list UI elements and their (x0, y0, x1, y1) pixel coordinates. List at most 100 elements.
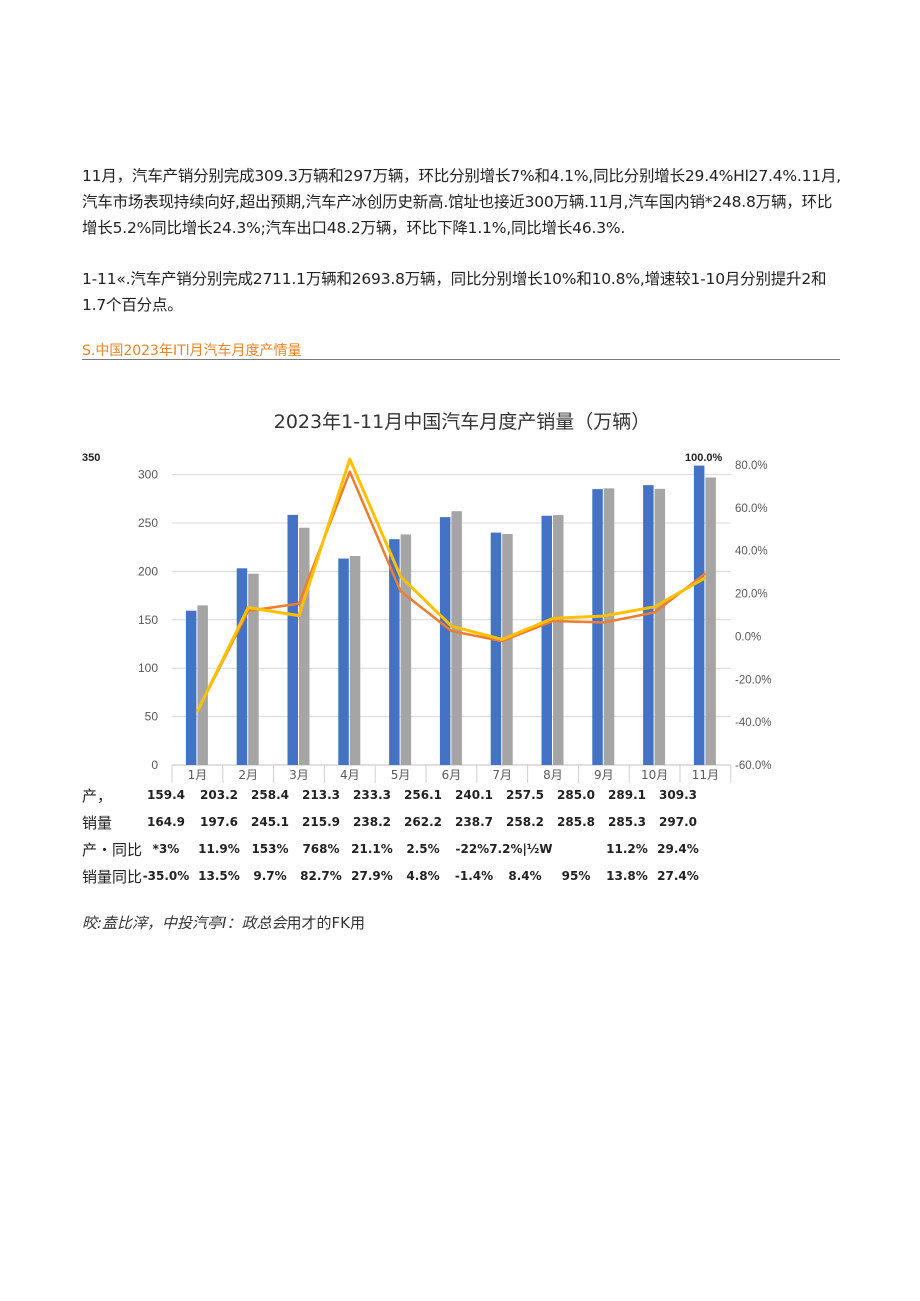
category-label: 6月 (442, 768, 462, 782)
table-cell: *3% (152, 842, 180, 856)
right-tick-label: -40.0% (735, 717, 771, 729)
bar-sales (197, 605, 208, 765)
left-axis-top-label: 350 (82, 452, 100, 464)
left-tick-label: 150 (138, 613, 158, 627)
right-axis-top-label: 100.0% (685, 452, 723, 464)
table-cell: 256.1 (404, 788, 442, 802)
source-italic: 晈:盍比滓，中投汽亭I：政总会 (82, 914, 287, 932)
table-cell: 289.1 (608, 788, 646, 802)
right-tick-label: 20.0% (735, 589, 768, 601)
table-cell: 2.5% (406, 842, 440, 856)
category-label: 7月 (492, 768, 512, 782)
right-tick-label: 60.0% (735, 503, 768, 515)
table-cell: 240.1 (455, 788, 493, 802)
bar-production (439, 517, 451, 765)
table-cell: 238.7 (455, 815, 493, 829)
table-cell: 164.9 (147, 815, 185, 829)
bar-sales (553, 515, 564, 765)
bar-sales (705, 477, 716, 765)
table-cell: 13.5% (198, 869, 240, 883)
table-cell: 82.7% (300, 869, 342, 883)
table-cell: 21.1% (351, 842, 393, 856)
paragraph-november: 11月，汽车产销分别完成309.3万辆和297万辆，环比分别增长7%和4.1%,… (82, 167, 841, 237)
table-cell: 262.2 (404, 815, 442, 829)
left-tick-label: 250 (138, 516, 158, 530)
table-cell: 9.7% (253, 869, 287, 883)
bar-production (185, 610, 197, 765)
left-tick-label: 300 (138, 468, 158, 482)
figure-caption: S.中国2023年ITl月汽车月度产情量 (82, 343, 302, 359)
table-cell: 768% (302, 842, 340, 856)
table-cell: 203.2 (200, 788, 238, 802)
table-cell: 233.3 (353, 788, 391, 802)
right-tick-label: -20.0% (735, 674, 771, 686)
source-plain: 用才的FK用 (286, 914, 365, 932)
bar-production (693, 465, 705, 765)
right-tick-label: -60.0% (735, 760, 771, 772)
right-tick-label: 0.0% (735, 631, 761, 643)
production-yoy-line (196, 470, 707, 712)
table-cell: 197.6 (200, 815, 238, 829)
left-tick-label: 50 (145, 710, 159, 724)
chart-title: 2023年1-11月中国汽车月度产销量（万辆） (273, 411, 651, 433)
table-cell: 13.8% (606, 869, 648, 883)
bar-production (338, 558, 349, 765)
sales-yoy-line (196, 457, 707, 713)
table-cell: 11.9% (198, 842, 240, 856)
row-label: 产・同比 (82, 841, 143, 859)
table-cell: 215.9 (302, 815, 340, 829)
category-label: 10月 (641, 768, 668, 782)
table-cell: 245.1 (251, 815, 289, 829)
bar-production (541, 515, 552, 765)
table-cell: 8.4% (508, 869, 542, 883)
table-cell: 27.4% (657, 869, 699, 883)
table-cell: 257.5 (506, 788, 544, 802)
category-label: 8月 (543, 768, 563, 782)
bar-sales (248, 573, 259, 765)
row-label: 产， (82, 787, 113, 805)
table-cell: 285.0 (557, 788, 595, 802)
bar-sales (400, 534, 412, 765)
bar-sales (603, 488, 615, 765)
bar-production (592, 489, 603, 765)
left-tick-label: 200 (138, 564, 158, 578)
table-cell: 285.3 (608, 815, 646, 829)
category-label: 4月 (340, 768, 360, 782)
category-label: 1月 (188, 768, 208, 782)
row-label: 销量同比 (82, 868, 143, 886)
table-cell: -1.4% (454, 869, 494, 883)
table-cell: 95% (561, 869, 591, 883)
category-label: 11月 (692, 768, 719, 782)
bar-production (643, 485, 654, 765)
right-tick-label: 40.0% (735, 546, 768, 558)
right-tick-label: 80.0% (735, 460, 768, 472)
bar-sales (654, 488, 666, 765)
table-cell: 258.2 (506, 815, 544, 829)
bar-production (236, 568, 248, 765)
bar-production (490, 532, 502, 765)
category-label: 5月 (391, 768, 411, 782)
table-cell: 297.0 (659, 815, 697, 829)
bar-sales (299, 527, 310, 765)
bar-production (287, 514, 298, 765)
category-label: 2月 (238, 768, 258, 782)
table-cell: 159.4 (147, 788, 185, 802)
left-tick-label: 100 (138, 661, 158, 675)
table-cell: 213.3 (302, 788, 340, 802)
category-label: 9月 (594, 768, 614, 782)
table-cell: 27.9% (351, 869, 393, 883)
table-cell: 11.2% (606, 842, 648, 856)
paragraph-ytd: 1-11«.汽车产销分别完成2711.1万辆和2693.8万辆，同比分别增长10… (82, 270, 827, 314)
table-cell: -22%7.2%|½W (455, 842, 553, 856)
bar-sales (349, 556, 361, 765)
source-note: 晈:盍比滓，中投汽亭I：政总会用才的FK用 (82, 912, 365, 933)
table-cell: 153% (251, 842, 289, 856)
production-sales-chart: 0 50 100 150 200 250 300 350 -60.0% -40.0% -20.0% 0… (82, 452, 771, 783)
bar-sales (502, 533, 513, 765)
table-cell: -35.0% (142, 869, 190, 883)
table-cell: 285.8 (557, 815, 595, 829)
table-cell: 309.3 (659, 788, 697, 802)
bar-production (389, 539, 400, 765)
caption-divider (82, 359, 840, 360)
bar-sales (451, 511, 462, 765)
